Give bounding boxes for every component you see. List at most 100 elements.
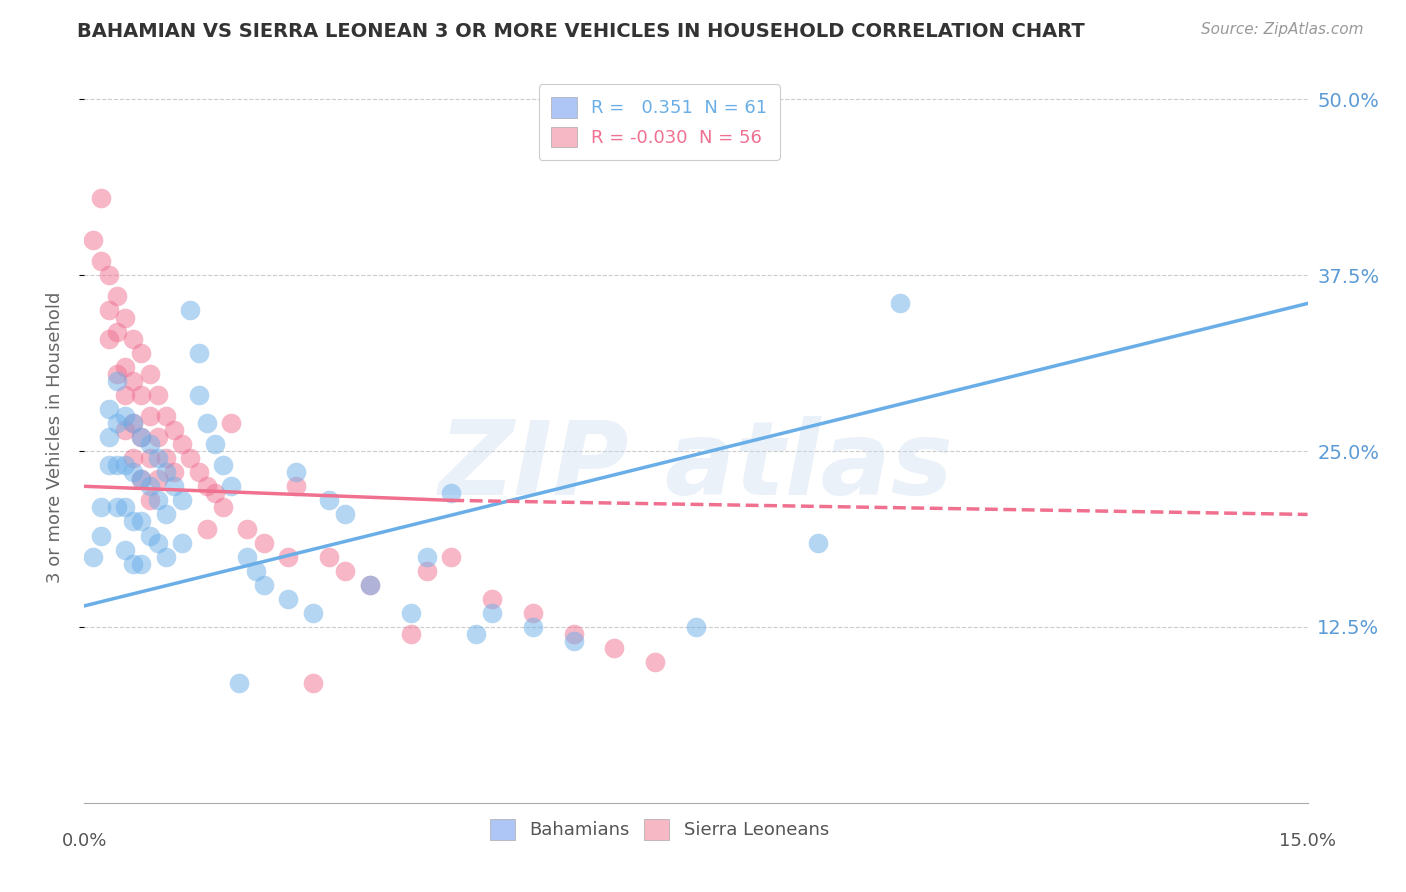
Point [318,493,340,508]
Point [131,430,153,444]
Point [562,627,585,641]
Point [97,303,120,318]
Text: ZIP atlas: ZIP atlas [439,416,953,516]
Point [399,627,422,641]
Point [163,423,186,437]
Point [219,416,242,430]
Text: 15.0%: 15.0% [1279,832,1336,850]
Point [114,388,136,402]
Point [889,296,911,310]
Point [97,332,120,346]
Point [122,515,145,529]
Point [146,472,169,486]
Point [131,430,153,444]
Point [97,268,120,283]
Point [146,388,169,402]
Point [114,310,136,325]
Point [131,515,153,529]
Point [90,191,112,205]
Point [807,535,830,549]
Point [114,458,136,473]
Point [138,479,160,493]
Point [82,233,104,247]
Point [359,578,381,592]
Point [187,388,209,402]
Point [236,521,259,535]
Point [90,500,112,515]
Point [122,416,145,430]
Point [114,500,136,515]
Point [212,458,235,473]
Point [228,676,250,690]
Point [179,303,201,318]
Point [285,465,308,479]
Point [114,423,136,437]
Point [335,564,357,578]
Point [155,508,177,522]
Point [285,479,308,493]
Y-axis label: 3 or more Vehicles in Household: 3 or more Vehicles in Household [45,292,63,582]
Point [416,549,439,564]
Point [522,620,544,634]
Point [131,557,153,571]
Point [97,401,120,416]
Legend: Bahamians, Sierra Leoneans: Bahamians, Sierra Leoneans [481,810,838,848]
Point [114,359,136,374]
Point [122,465,145,479]
Point [105,374,128,388]
Point [253,578,276,592]
Point [146,493,169,508]
Point [562,634,585,648]
Point [131,472,153,486]
Point [301,676,323,690]
Point [335,508,357,522]
Point [163,479,186,493]
Point [685,620,707,634]
Point [114,409,136,423]
Point [122,451,145,466]
Point [277,549,299,564]
Point [481,591,503,606]
Point [440,486,463,500]
Text: Source: ZipAtlas.com: Source: ZipAtlas.com [1201,22,1364,37]
Point [105,500,128,515]
Point [195,479,218,493]
Point [204,437,226,451]
Point [97,430,120,444]
Point [440,549,463,564]
Point [204,486,226,500]
Point [301,606,323,620]
Point [195,416,218,430]
Point [155,409,177,423]
Text: 0.0%: 0.0% [62,832,107,850]
Point [138,493,160,508]
Point [644,655,666,669]
Point [212,500,235,515]
Point [138,451,160,466]
Point [146,430,169,444]
Point [603,641,626,656]
Point [138,367,160,381]
Point [131,472,153,486]
Point [253,535,276,549]
Point [464,627,486,641]
Point [97,458,120,473]
Point [105,416,128,430]
Point [318,549,340,564]
Point [138,528,160,542]
Point [90,528,112,542]
Point [187,345,209,359]
Point [155,549,177,564]
Point [359,578,381,592]
Point [522,606,544,620]
Point [172,493,194,508]
Point [236,549,259,564]
Point [245,564,267,578]
Point [131,388,153,402]
Point [138,409,160,423]
Point [195,521,218,535]
Point [187,465,209,479]
Point [90,254,112,268]
Point [155,451,177,466]
Point [416,564,439,578]
